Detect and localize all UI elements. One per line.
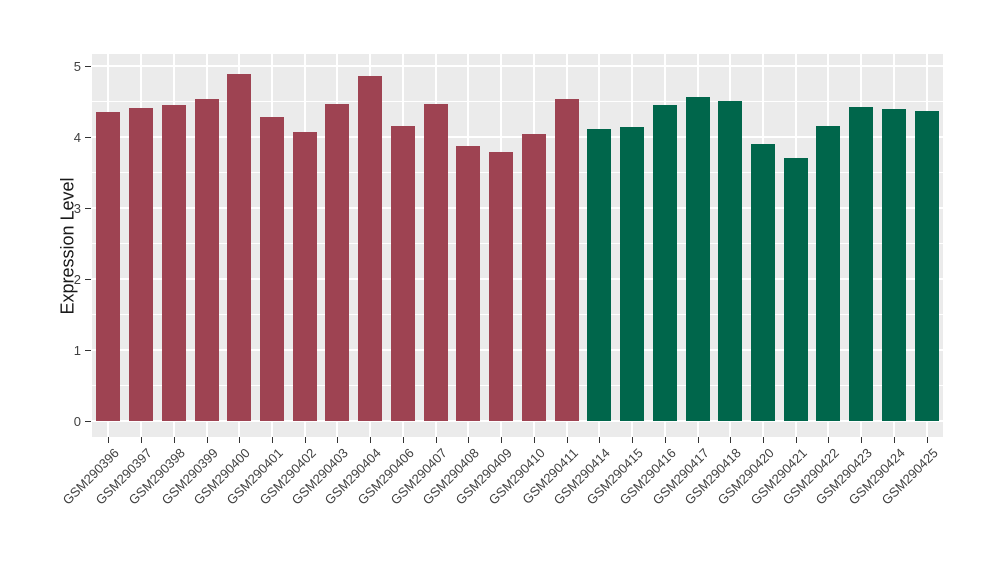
- x-tick-mark: [828, 437, 830, 443]
- bar-GSM290399: [194, 99, 219, 421]
- bar-GSM290417: [685, 97, 710, 421]
- major-gridline: [92, 207, 943, 209]
- x-tick-mark: [173, 437, 175, 443]
- bar-GSM290403: [325, 103, 350, 421]
- y-tick-label: 3: [73, 201, 81, 216]
- x-tick-mark: [239, 437, 241, 443]
- x-tick-mark: [304, 437, 306, 443]
- bar-GSM290397: [129, 107, 154, 421]
- x-tick-mark: [632, 437, 634, 443]
- bar-GSM290396: [96, 112, 121, 421]
- bar-GSM290411: [554, 99, 579, 421]
- bar-GSM290422: [816, 126, 841, 421]
- bar-GSM290410: [521, 134, 546, 421]
- y-tick-mark: [85, 350, 91, 351]
- x-tick-mark: [501, 437, 503, 443]
- x-tick-mark: [108, 437, 110, 443]
- y-tick-label: 2: [73, 272, 81, 287]
- bar-GSM290408: [456, 145, 481, 421]
- bar-GSM290409: [489, 151, 514, 421]
- bar-GSM290420: [750, 144, 775, 421]
- x-tick-mark: [402, 437, 404, 443]
- plot-panel: [92, 54, 943, 437]
- x-tick-mark: [926, 437, 928, 443]
- minor-gridline: [92, 101, 943, 102]
- bar-GSM290425: [914, 111, 939, 421]
- y-axis-title: Expression Level: [57, 177, 78, 315]
- bar-GSM290407: [423, 103, 448, 421]
- major-gridline: [92, 136, 943, 138]
- y-tick-mark: [85, 137, 91, 138]
- minor-gridline: [92, 314, 943, 315]
- y-tick-mark: [85, 208, 91, 209]
- x-tick-mark: [272, 437, 274, 443]
- bar-GSM290406: [390, 126, 415, 421]
- y-tick-label: 1: [73, 343, 81, 358]
- x-tick-mark: [861, 437, 863, 443]
- x-tick-mark: [599, 437, 601, 443]
- x-tick-mark: [533, 437, 535, 443]
- y-tick-label: 0: [73, 414, 81, 429]
- major-gridline: [92, 420, 943, 422]
- bar-GSM290421: [783, 158, 808, 421]
- major-gridline: [92, 349, 943, 351]
- bar-GSM290423: [849, 107, 874, 421]
- bar-GSM290416: [652, 105, 677, 421]
- x-tick-mark: [795, 437, 797, 443]
- bar-GSM290398: [161, 105, 186, 421]
- y-tick-mark: [85, 421, 91, 422]
- bar-GSM290414: [587, 129, 612, 421]
- y-tick-mark: [85, 279, 91, 280]
- minor-gridline: [92, 385, 943, 386]
- minor-gridline: [92, 243, 943, 244]
- bar-GSM290418: [718, 100, 743, 421]
- x-tick-mark: [337, 437, 339, 443]
- x-tick-mark: [697, 437, 699, 443]
- y-tick-label: 4: [73, 130, 81, 145]
- bar-GSM290415: [620, 127, 645, 421]
- bar-GSM290404: [358, 75, 383, 421]
- x-tick-mark: [370, 437, 372, 443]
- x-tick-mark: [893, 437, 895, 443]
- bar-GSM290400: [227, 73, 252, 421]
- bar-GSM290402: [292, 132, 317, 421]
- x-tick-mark: [468, 437, 470, 443]
- x-tick-mark: [435, 437, 437, 443]
- x-tick-mark: [206, 437, 208, 443]
- x-tick-mark: [566, 437, 568, 443]
- x-tick-mark: [730, 437, 732, 443]
- minor-gridline: [92, 172, 943, 173]
- bar-GSM290424: [881, 108, 906, 421]
- bar-GSM290401: [260, 117, 285, 421]
- major-gridline: [92, 65, 943, 67]
- major-gridline: [92, 278, 943, 280]
- x-tick-mark: [762, 437, 764, 443]
- y-tick-label: 5: [73, 59, 81, 74]
- x-tick-mark: [664, 437, 666, 443]
- x-tick-mark: [141, 437, 143, 443]
- y-tick-mark: [85, 66, 91, 67]
